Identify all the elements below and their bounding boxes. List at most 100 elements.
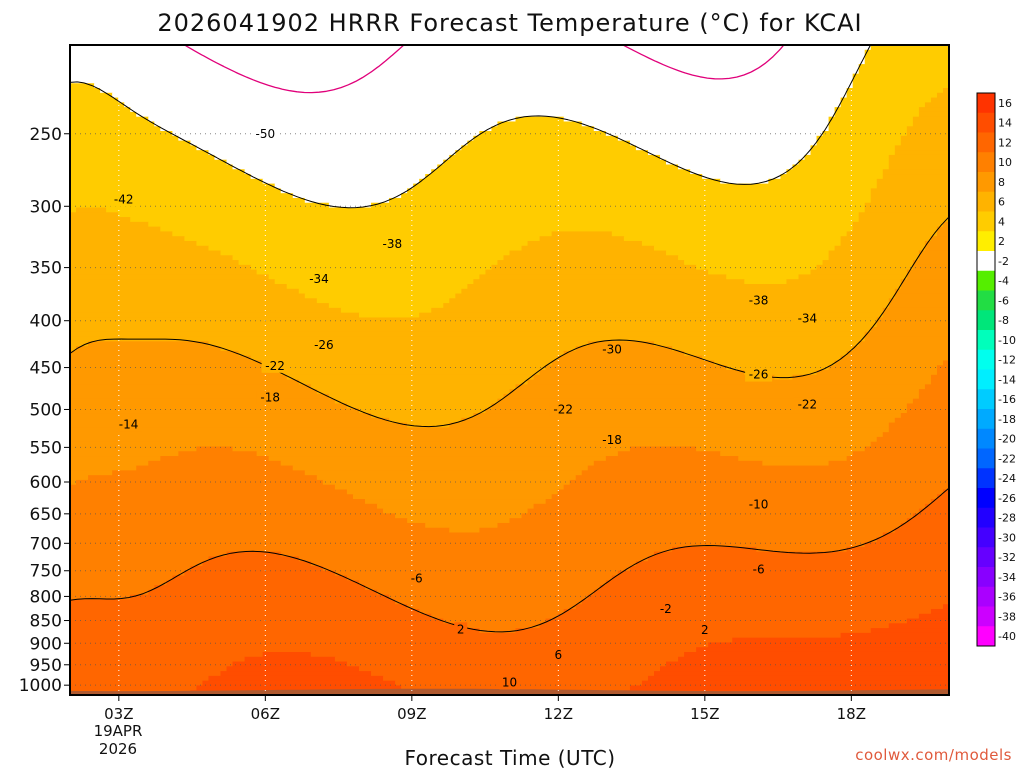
temperature-cell [70, 178, 264, 185]
temperature-cell [316, 298, 450, 304]
temperature-cell [250, 355, 559, 362]
temperature-cell [70, 551, 228, 557]
temperature-cell [738, 456, 848, 462]
temperature-cell [545, 618, 908, 624]
colorbar-label: -2 [998, 255, 1009, 268]
temperature-cell [70, 293, 306, 299]
temperature-cell [70, 465, 137, 471]
temperature-cell [900, 522, 949, 529]
temperature-cell [906, 131, 949, 137]
contour-label-bg [745, 293, 773, 308]
colorbar-swatch [977, 507, 995, 528]
colorbar-label: 16 [998, 97, 1012, 110]
temperature-cell [70, 484, 336, 491]
temperature-cell [419, 608, 565, 615]
temperature-cell [274, 183, 414, 189]
temperature-cell [334, 484, 565, 491]
temperature-cell [196, 145, 462, 151]
temperature-cell [888, 159, 949, 166]
temperature-cell [798, 274, 908, 280]
temperature-cell [858, 217, 949, 223]
temperature-cell [473, 135, 619, 142]
temperature-cell [599, 585, 949, 591]
temperature-cell [292, 465, 589, 471]
temperature-cell [70, 661, 234, 667]
temperature-cell [846, 92, 938, 99]
temperature-cell [449, 154, 661, 161]
colorbar-label: -22 [998, 452, 1016, 465]
temperature-cell [322, 479, 571, 486]
temperature-cell [220, 250, 511, 256]
temperature-cell [828, 250, 920, 256]
temperature-cell [70, 561, 204, 567]
temperature-cell [70, 360, 264, 366]
colorbar-swatch [977, 211, 995, 232]
contour-label: 6 [554, 648, 562, 662]
temperature-cell [876, 183, 949, 189]
temperature-cell [292, 193, 402, 199]
temperature-cell [461, 417, 896, 424]
temperature-cell [690, 169, 788, 175]
temperature-cell [419, 312, 884, 319]
temperature-cell [653, 245, 836, 252]
temperature-cell [377, 589, 595, 596]
temperature-cell [70, 503, 378, 510]
x-axis: 03Z 06Z 09Z 12Z 15Z 18Z [104, 695, 866, 723]
temperature-cell [70, 436, 878, 443]
colorbar-label: 2 [998, 235, 1005, 248]
colorbar-swatch [977, 349, 995, 370]
temperature-cell [473, 279, 745, 285]
x-axis-label: Forecast Time (UTC) [404, 746, 615, 768]
contour-label-bg [598, 433, 626, 448]
temperature-cell [70, 73, 854, 80]
temperature-cell [641, 240, 842, 247]
temperature-cell [238, 260, 499, 266]
temperature-cell [930, 608, 949, 615]
temperature-cell [846, 546, 949, 553]
temperature-cell [70, 64, 860, 70]
temperature-cell [70, 45, 872, 51]
contour-label-bg [598, 342, 626, 357]
temperature-cell [840, 240, 926, 247]
temperature-cell [70, 370, 282, 376]
temperature-cell [328, 202, 372, 209]
temperature-cell [148, 116, 517, 123]
temperature-cell [298, 379, 529, 385]
temperature-cell [70, 570, 185, 577]
temperature-cell [389, 594, 589, 601]
temperature-cell [208, 675, 384, 682]
temperature-cell [70, 92, 113, 99]
temperature-cell [70, 460, 149, 467]
temperature-cell [593, 460, 763, 467]
temperature-cell [557, 613, 920, 620]
temperature-cell [918, 250, 949, 256]
temperature-cell [208, 556, 300, 562]
temperature-cell [88, 341, 210, 347]
temperature-cell [70, 145, 198, 151]
temperature-cell [256, 269, 487, 276]
temperature-cell [497, 121, 583, 127]
temperature-cell [274, 279, 474, 285]
temperature-cell [70, 197, 306, 204]
colorbar-swatch [977, 251, 995, 272]
temperature-cell [497, 522, 902, 529]
temperature-cell [70, 489, 348, 495]
temperature-cell [684, 651, 949, 658]
temperature-cell [377, 503, 535, 510]
temperature-cell [924, 245, 949, 252]
temperature-cell [653, 341, 860, 347]
y-tick-label: 950 [30, 656, 62, 676]
temperature-cell [226, 159, 444, 166]
contour-label: -22 [265, 359, 285, 373]
y-tick-label: 850 [30, 612, 62, 632]
temperature-cell [852, 451, 949, 457]
contour-label: -26 [314, 338, 334, 352]
temperature-cell [912, 121, 949, 127]
temperature-cell [70, 403, 348, 409]
temperature-cell [70, 111, 137, 118]
colorbar-label: -20 [998, 433, 1016, 446]
temperature-cell [912, 116, 949, 123]
temperature-cell [912, 398, 949, 405]
contour-label-bg [499, 675, 520, 690]
colorbar-label: -14 [998, 373, 1016, 386]
